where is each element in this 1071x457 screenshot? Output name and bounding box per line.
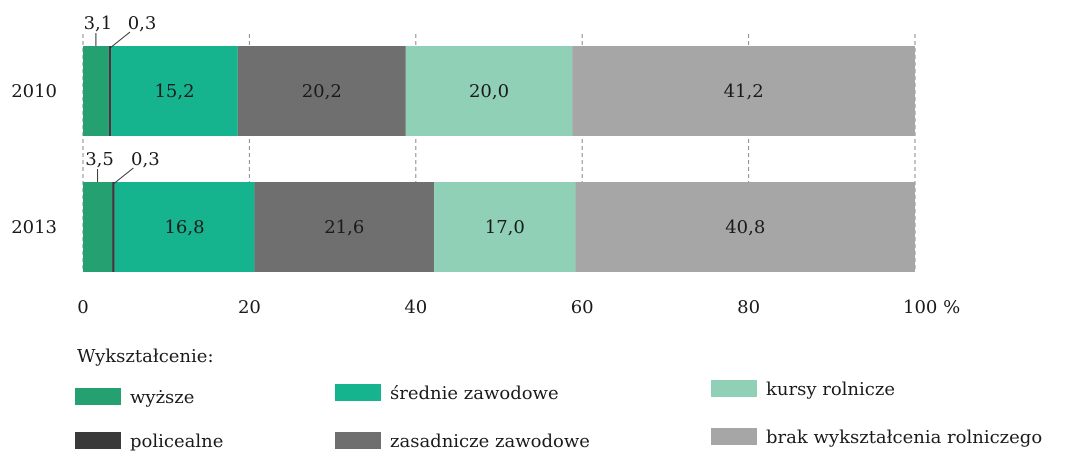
- x-tick-label-80: 80: [737, 297, 760, 318]
- x-tick-label-60: 60: [571, 297, 594, 318]
- data-label-2010-0: 3,1: [84, 13, 113, 34]
- bar-2013-brak-wykształcenia-rolniczego: [575, 182, 915, 272]
- x-axis: 0 20 40 60 80 100 %: [77, 297, 960, 318]
- legend-label-brak-wykształcenia-rolniczego: brak wykształcenia rolniczego: [766, 427, 1042, 448]
- data-label-2010-5: 41,2: [724, 81, 764, 102]
- data-label-2013-2: 16,8: [164, 217, 204, 238]
- legend-swatch-policealne: [75, 432, 121, 449]
- bar-2010-średnie-zawodowe: [111, 46, 238, 136]
- bar-2013-policealne: [112, 182, 115, 272]
- legend-label-kursy-rolnicze: kursy rolnicze: [766, 379, 895, 400]
- bar-2010-zasadnicze-zawodowe: [237, 46, 406, 136]
- category-label-2013: 2013: [11, 217, 57, 238]
- legend-label-wyższe: wyższe: [130, 387, 194, 408]
- legend-label-zasadnicze-zawodowe: zasadnicze zawodowe: [390, 431, 590, 452]
- x-tick-label-20: 20: [238, 297, 261, 318]
- data-label-2013-0: 3,5: [85, 149, 114, 170]
- legend-swatch-zasadnicze-zawodowe: [335, 432, 381, 449]
- bars: 2010 15,2 20,2 20,0 41,2 3,1 0,3 2013 16,8 21,6 17…: [11, 13, 915, 272]
- legend-title: Wykształcenie:: [77, 346, 214, 367]
- bar-2013-kursy-rolnicze: [434, 182, 576, 272]
- data-label-2010-1: 0,3: [128, 13, 157, 34]
- bar-2013-średnie-zawodowe: [114, 182, 255, 272]
- data-label-2010-2: 15,2: [154, 81, 194, 102]
- bar-2010-wyższe: [83, 46, 109, 136]
- leader-line-2013-1: [113, 167, 134, 185]
- bar-2010-brak-wykształcenia-rolniczego: [572, 46, 915, 136]
- bar-2013-wyższe: [83, 182, 113, 272]
- leader-line-2010-1: [109, 31, 131, 49]
- data-label-2013-1: 0,3: [131, 149, 160, 170]
- data-label-2013-5: 40,8: [725, 217, 765, 238]
- data-label-2013-3: 21,6: [324, 217, 364, 238]
- legend-swatch-średnie-zawodowe: [335, 384, 381, 401]
- legend-swatch-wyższe: [75, 388, 121, 405]
- bar-2010-policealne: [108, 46, 112, 136]
- x-tick-label-0: 0: [77, 297, 88, 318]
- x-tick-label-40: 40: [404, 297, 427, 318]
- legend-label-policealne: policealne: [130, 431, 223, 452]
- data-label-2010-4: 20,0: [469, 81, 509, 102]
- bar-2010-kursy-rolnicze: [405, 46, 573, 136]
- x-tick-label-100: 100 %: [903, 297, 960, 318]
- data-label-2010-3: 20,2: [302, 81, 342, 102]
- category-label-2010: 2010: [11, 81, 57, 102]
- legend-label-średnie-zawodowe: średnie zawodowe: [390, 383, 559, 404]
- legend-swatch-brak-wykształcenia-rolniczego: [711, 428, 757, 445]
- bar-2013-zasadnicze-zawodowe: [254, 182, 435, 272]
- data-label-2013-4: 17,0: [485, 217, 525, 238]
- legend-swatch-kursy-rolnicze: [711, 380, 757, 397]
- legend: wyższe policealne średnie zawodowe zasadnic…: [75, 379, 1042, 452]
